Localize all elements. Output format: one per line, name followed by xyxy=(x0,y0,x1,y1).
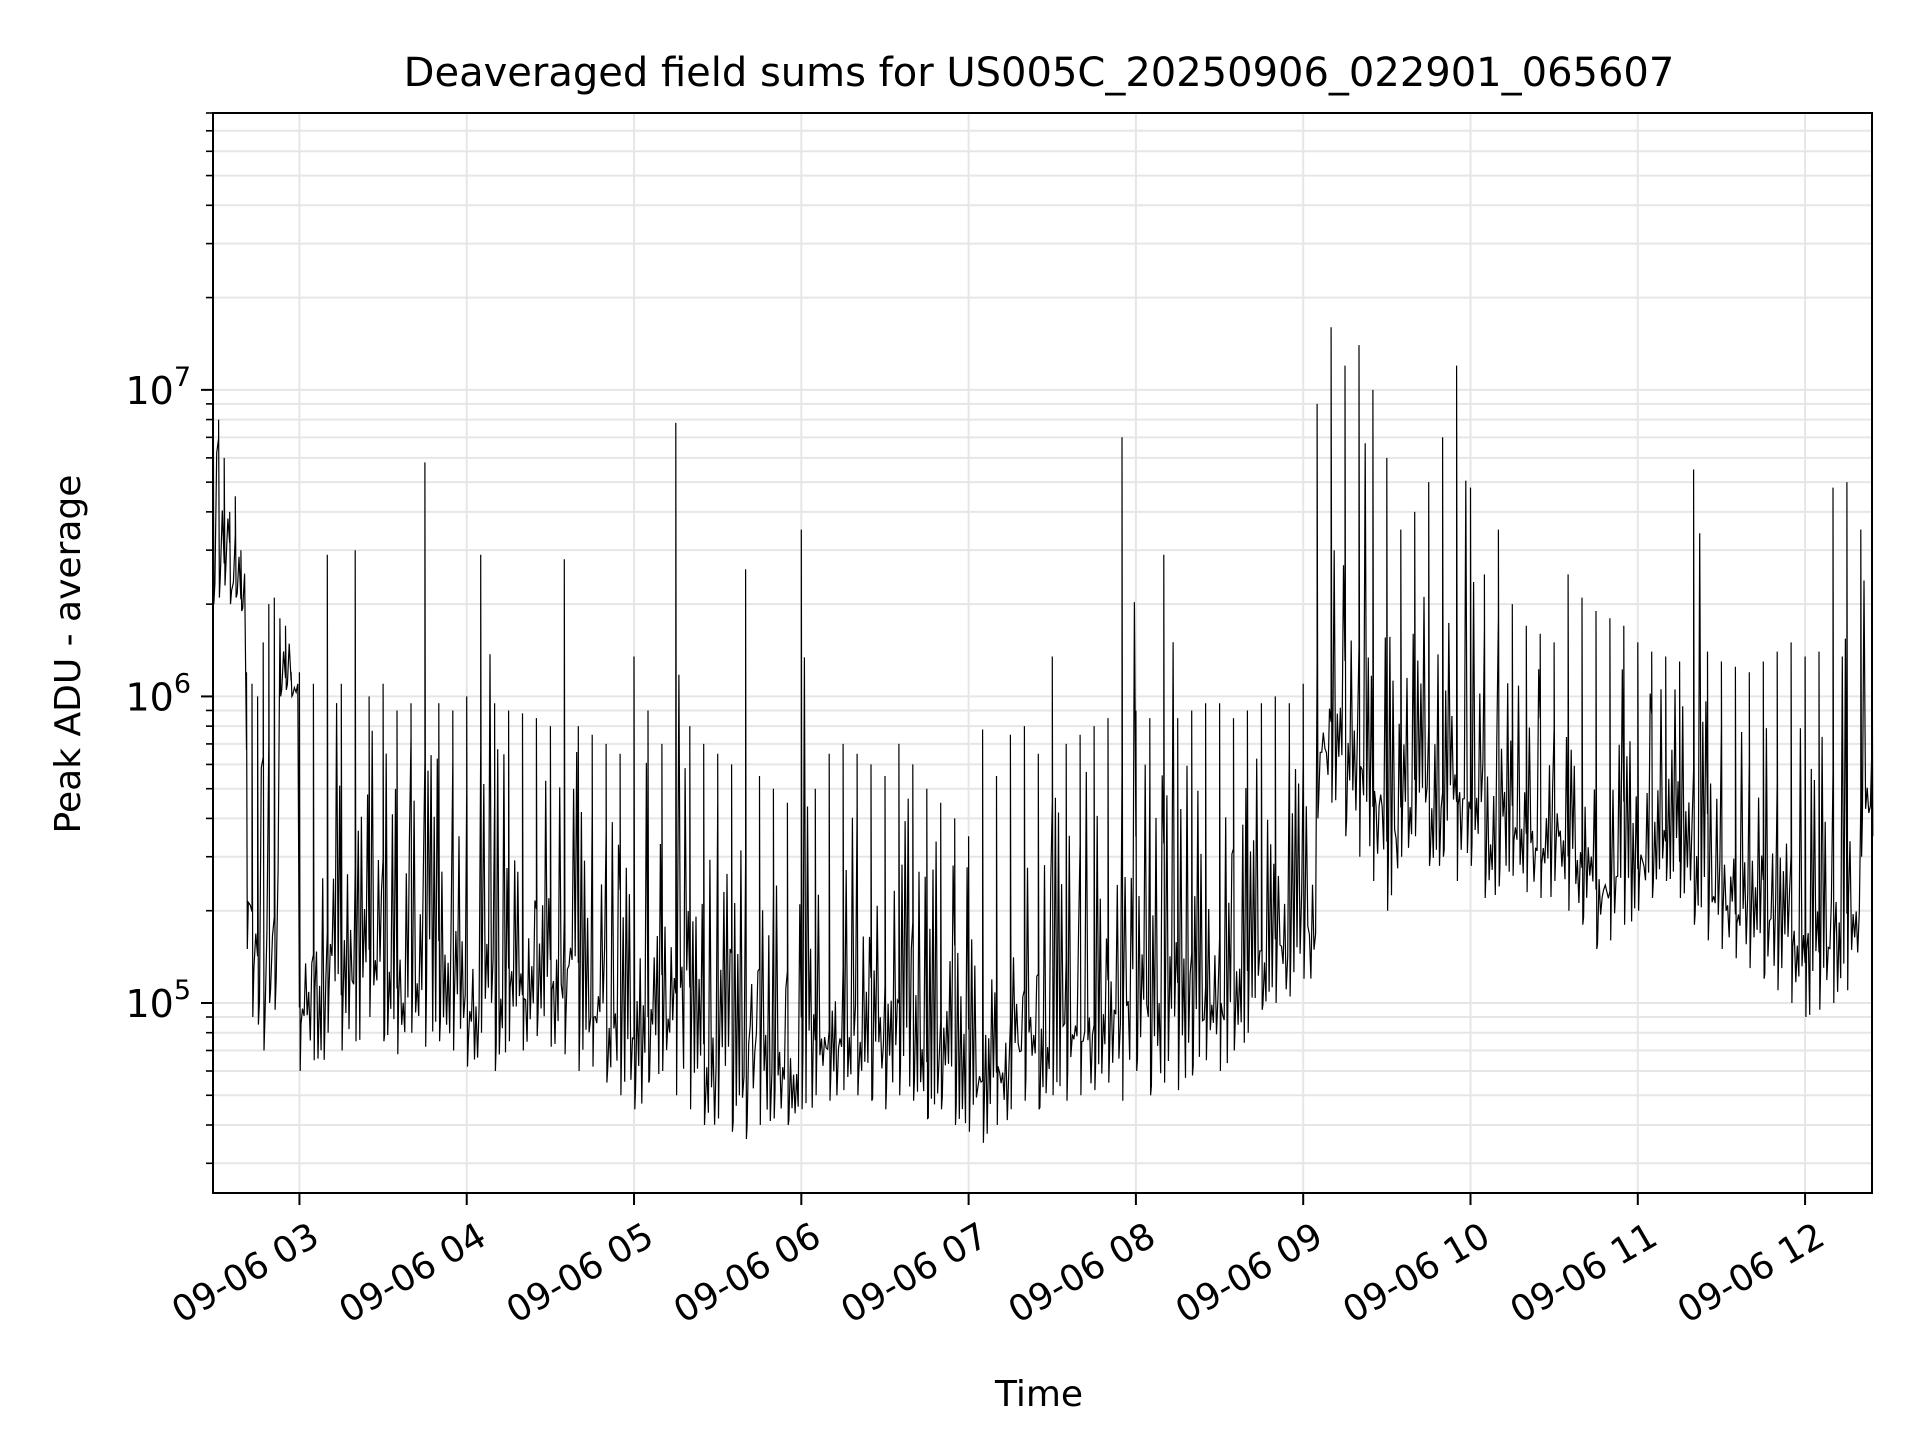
series-layer xyxy=(212,267,1874,1143)
plot-frame xyxy=(212,112,1873,1194)
y-tick-label: 106 xyxy=(125,668,191,719)
y-tick-label: 105 xyxy=(125,975,191,1026)
y-axis-label: Peak ADU - average xyxy=(48,475,89,834)
chart-title: Deaveraged field sums for US005C_2025090… xyxy=(404,50,1675,96)
x-axis-label: Time xyxy=(994,1374,1083,1415)
y-tick-label: 107 xyxy=(125,362,191,413)
series-line xyxy=(212,267,1874,1143)
y-axis-ticks: 105 106 107 xyxy=(125,112,213,1165)
